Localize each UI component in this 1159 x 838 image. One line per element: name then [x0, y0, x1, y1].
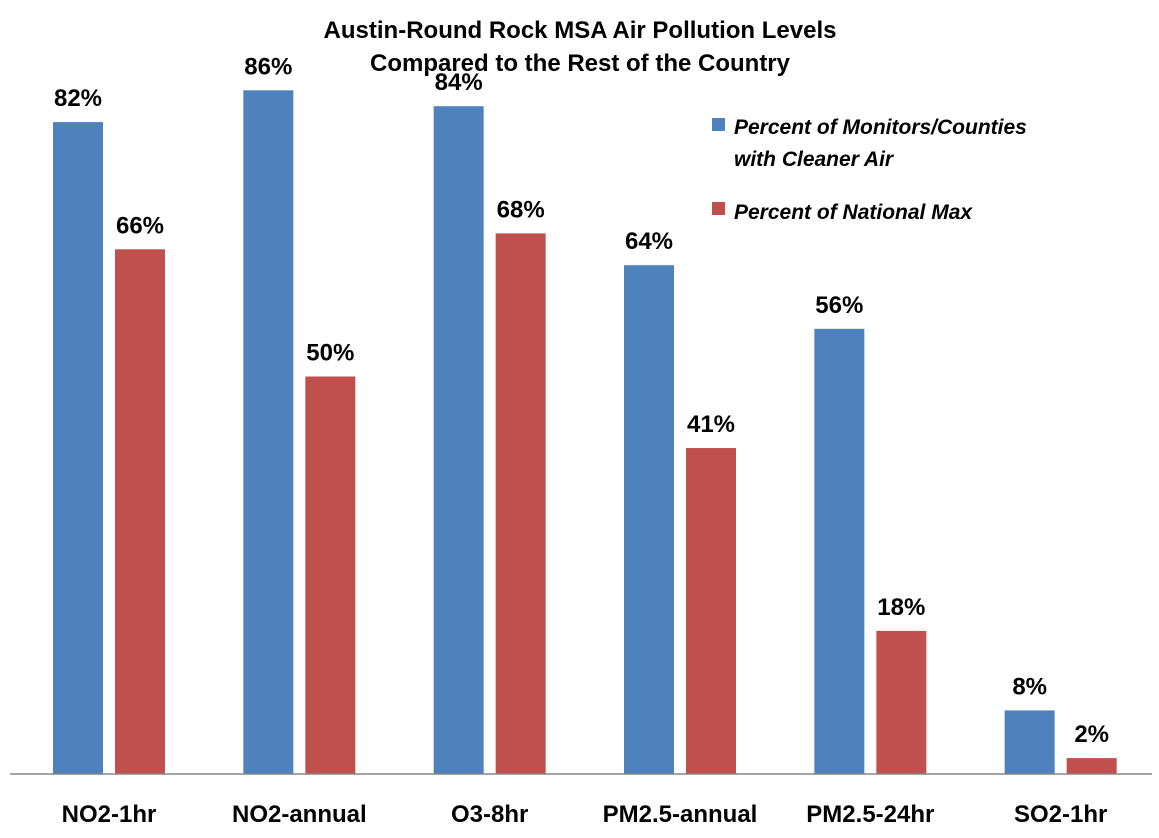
- bar-o3-8hr-series-1: [433, 106, 484, 774]
- legend-item-series-2: Percent of National Max: [712, 201, 973, 224]
- chart-title-line: Austin-Round Rock MSA Air Pollution Leve…: [324, 17, 837, 44]
- bar-no2-annual-series-1: [243, 90, 294, 775]
- data-label: 50%: [306, 340, 354, 367]
- bar-no2-annual-series-2: [305, 376, 356, 774]
- bar-so2-1hr-series-1: [1004, 710, 1055, 774]
- x-tick-label: PM2.5-24hr: [806, 801, 934, 828]
- legend-label: Percent of National Max: [734, 201, 973, 224]
- data-label: 64%: [625, 228, 673, 255]
- data-label: 8%: [1012, 673, 1047, 700]
- data-label: 68%: [497, 196, 545, 223]
- legend: Percent of Monitors/Counties with Cleaner…: [712, 116, 1027, 224]
- legend-swatch: [712, 118, 725, 131]
- x-tick-label: SO2-1hr: [1014, 801, 1107, 828]
- bar-no2-1hr-series-1: [53, 122, 103, 775]
- bar-pm2-5-24hr-series-1: [814, 328, 865, 774]
- x-axis-ticks: NO2-1hr NO2-annual O3-8hr PM2.5-annual PM2.5…: [62, 801, 1108, 828]
- legend-swatch: [712, 202, 725, 215]
- chart-title-line: Compared to the Rest of the Country: [370, 50, 791, 77]
- legend-label: Percent of Monitors/Counties: [734, 116, 1027, 139]
- bar-pm2-5-annual-series-2: [686, 448, 736, 774]
- x-tick-label: PM2.5-annual: [603, 801, 758, 828]
- data-label: 56%: [815, 292, 863, 319]
- bars: [53, 90, 1117, 775]
- data-label: 18%: [877, 594, 925, 621]
- legend-item-series-1: Percent of Monitors/Counties with Cleaner…: [712, 116, 1027, 171]
- data-label: 82%: [54, 85, 102, 112]
- bar-o3-8hr-series-2: [495, 233, 546, 774]
- chart-title: Austin-Round Rock MSA Air Pollution Leve…: [324, 17, 837, 77]
- data-label: 84%: [435, 69, 483, 96]
- data-label: 2%: [1074, 721, 1109, 748]
- bar-no2-1hr-series-2: [115, 249, 165, 775]
- x-tick-label: NO2-annual: [232, 801, 367, 828]
- x-tick-label: O3-8hr: [451, 801, 528, 828]
- data-label: 41%: [687, 411, 735, 438]
- x-tick-label: NO2-1hr: [62, 801, 157, 828]
- bar-pm2-5-annual-series-1: [624, 265, 674, 774]
- data-label: 86%: [244, 53, 292, 80]
- data-labels: 82% 66% 86% 50% 84% 68% 64% 41% 56% 18% 8% 2%: [54, 53, 1109, 748]
- legend-label: with Cleaner Air: [734, 148, 895, 171]
- bar-pm2-5-24hr-series-2: [876, 630, 927, 774]
- data-label: 66%: [116, 212, 164, 239]
- bar-so2-1hr-series-2: [1066, 758, 1117, 774]
